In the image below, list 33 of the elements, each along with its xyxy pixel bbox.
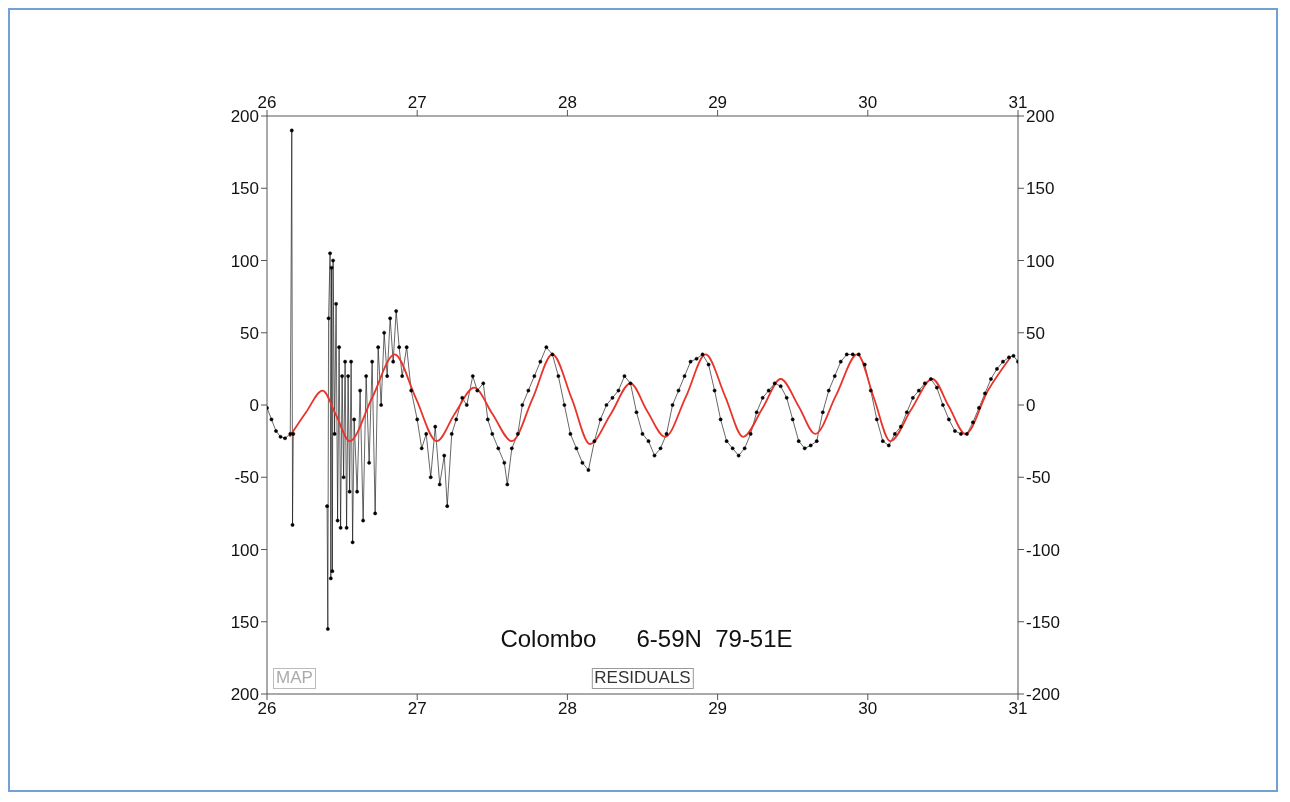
x2-tick-label: 27 — [407, 699, 427, 719]
y-tick-label: -50 — [234, 468, 259, 488]
x-tick-label: 31 — [1008, 93, 1028, 112]
x2-tick-label: 28 — [557, 699, 577, 719]
y2-tick-label: 150 — [1026, 179, 1055, 199]
y2-tick-label: 100 — [1026, 251, 1055, 271]
y2-tick-label: -100 — [1026, 540, 1061, 560]
y2-tick-label: -50 — [1026, 468, 1051, 488]
y-tick-label: 100 — [230, 251, 259, 271]
x2-tick-label: 26 — [257, 699, 277, 719]
x-tick-label: 28 — [557, 93, 577, 112]
y-tick-label: 150 — [230, 612, 259, 632]
x2-tick-label: 30 — [858, 699, 878, 719]
y-tick-label: 0 — [249, 396, 259, 416]
x-tick-label: 29 — [708, 93, 728, 112]
y2-tick-label: -150 — [1026, 612, 1061, 632]
x-tick-label: 27 — [407, 93, 427, 112]
y-tick-label: 150 — [230, 179, 259, 199]
y2-tick-label: 0 — [1026, 396, 1036, 416]
x-tick-label: 26 — [257, 93, 277, 112]
y2-tick-label: -200 — [1026, 685, 1061, 705]
y2-tick-label: 50 — [1026, 323, 1045, 343]
annotation: RESIDUALS — [591, 668, 694, 689]
y2-tick-label: 200 — [1026, 107, 1055, 127]
x2-tick-label: 31 — [1008, 699, 1028, 719]
x-tick-label: 30 — [858, 93, 878, 112]
y-tick-label: 100 — [230, 540, 259, 560]
annotation: Colombo 6-59N 79-51E — [500, 625, 793, 653]
x2-tick-label: 29 — [708, 699, 728, 719]
y-tick-label: 200 — [230, 685, 259, 705]
y-tick-label: 200 — [230, 107, 259, 127]
annotation: MAP — [273, 668, 316, 689]
y-tick-label: 50 — [240, 323, 259, 343]
